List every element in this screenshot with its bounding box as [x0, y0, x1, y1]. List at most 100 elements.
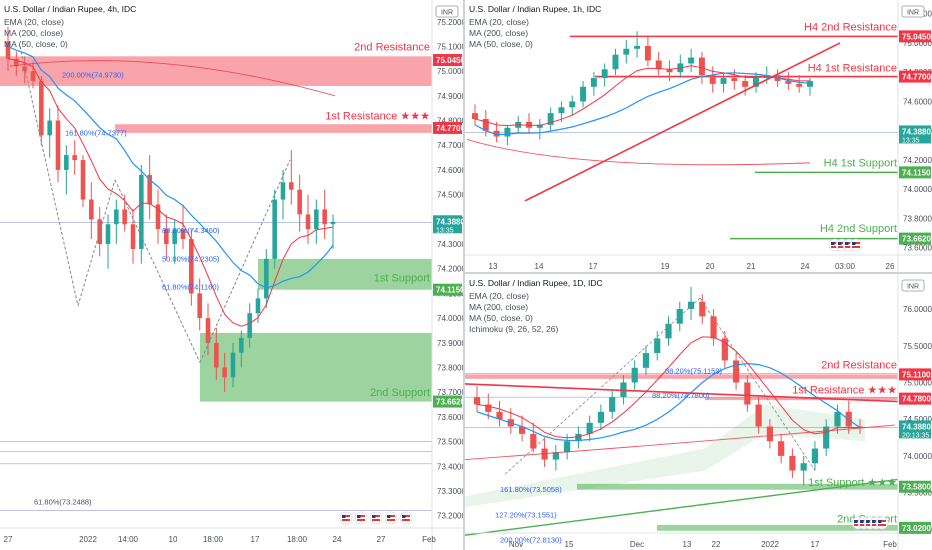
candle-body	[564, 441, 571, 453]
price-tag	[899, 166, 931, 179]
candle-body	[14, 58, 19, 67]
time-tick-label: 13	[683, 540, 692, 549]
candle-body	[530, 433, 537, 449]
chart-left-svg[interactable]: 75.2000 75.1000 75.0000 74.9000 74.8000 74.70…	[0, 0, 463, 550]
chart-panel-bottom-right[interactable]: 76.0000 75.5000 75.0000 74.5000 74.0000 73.50…	[465, 274, 932, 550]
time-tick-label: 03:00	[835, 262, 856, 271]
candle-body	[272, 199, 277, 259]
ma50-line	[474, 72, 811, 136]
last-price-tag	[899, 125, 931, 144]
price-tick-label: 74.9000	[437, 92, 463, 101]
time-tick-label: 17	[251, 535, 260, 544]
flag-stripe	[872, 520, 880, 522]
us-flag-icon	[369, 511, 383, 525]
price-tick-label: 73.8000	[903, 214, 932, 223]
price-tick-label: 73.6000	[903, 244, 932, 253]
candle-body	[330, 221, 336, 225]
candle-body	[189, 239, 194, 294]
candle-body	[289, 182, 294, 190]
candle-body	[155, 204, 161, 230]
time-tick-label: Dec	[630, 540, 644, 549]
candle-body	[699, 301, 706, 317]
trend-line	[114, 179, 201, 363]
candle-body	[264, 258, 269, 299]
candle-body	[590, 78, 597, 87]
price-tag-label: 75.0450	[902, 32, 931, 41]
candle-body	[655, 60, 662, 70]
candle-body	[197, 293, 202, 319]
us-flag-icon	[339, 511, 353, 525]
indicator-legend: EMA (20, close)	[469, 17, 529, 27]
candle-body	[297, 189, 302, 215]
flag-stripe	[866, 524, 874, 526]
time-tick-label: 26	[886, 262, 895, 271]
candle-body	[130, 224, 136, 249]
flag-stripe	[838, 246, 846, 248]
candle-body	[547, 113, 554, 125]
candle-body	[586, 422, 593, 434]
time-tick-label: 22	[712, 540, 721, 549]
us-flag-icon	[399, 511, 413, 525]
flag-canton	[372, 515, 376, 518]
price-tick-label: 73.5000	[903, 489, 932, 498]
level-zone	[657, 524, 898, 531]
flag-stripe	[878, 520, 886, 522]
ma200-line	[466, 139, 811, 166]
price-tick-label: 74.6000	[903, 97, 932, 106]
candle-body	[823, 426, 830, 449]
ichimoku-cloud	[465, 404, 865, 508]
price-tick-label: 73.4000	[437, 462, 463, 471]
price-tick-label: 75.5000	[903, 342, 932, 351]
trend-line	[77, 179, 116, 306]
candle-body	[482, 118, 489, 131]
time-tick-label: 10	[169, 535, 178, 544]
fib-label: 88.20%(74.3460)	[162, 226, 220, 235]
candle-body	[601, 69, 608, 79]
level-zone	[577, 483, 898, 490]
flag-canton	[845, 242, 849, 245]
price-tick-label: 74.8000	[437, 117, 463, 126]
flag-canton	[854, 520, 858, 523]
indicator-legend: MA (50, close, 0)	[469, 313, 533, 323]
price-tick-label: 73.9000	[437, 339, 463, 348]
candle-body	[710, 316, 717, 339]
fib-label: 38.20%(75.1159)	[665, 367, 722, 376]
candle-body	[205, 318, 211, 343]
candle-body	[580, 86, 587, 102]
trend-line	[465, 383, 899, 403]
candle-body	[255, 298, 261, 314]
candle-body	[280, 182, 286, 200]
chart-panel-left[interactable]: 75.2000 75.1000 75.0000 74.9000 74.8000 74.70…	[0, 0, 463, 550]
time-tick-label: 2022	[79, 535, 97, 544]
chart-bottom-right-svg[interactable]: 76.0000 75.5000 75.0000 74.5000 74.0000 73.50…	[465, 274, 932, 550]
candle-body	[744, 382, 751, 405]
time-tick-label: 24	[333, 535, 342, 544]
chart-top-right-svg[interactable]: 75.200075.000074.800074.600074.400074.20…	[465, 0, 932, 272]
candle-body	[742, 80, 749, 87]
price-tag-label: 75.0450	[436, 56, 463, 65]
candle-body	[47, 120, 52, 136]
flag-canton	[866, 520, 870, 523]
flag-canton	[860, 520, 864, 523]
time-tick-label: 21	[747, 262, 756, 271]
trend-line	[524, 42, 841, 202]
time-tick-label: 27	[4, 535, 13, 544]
price-tag	[899, 70, 931, 83]
candle-body	[789, 455, 796, 471]
candle-body	[609, 397, 616, 412]
chart-panel-top-right[interactable]: 75.200075.000074.800074.600074.400074.20…	[465, 0, 932, 272]
candle-body	[496, 411, 503, 420]
trend-line	[504, 297, 701, 475]
panel-divider-vertical[interactable]	[463, 0, 465, 550]
level-label: H4 2nd Resistance	[804, 21, 897, 33]
candle-body	[834, 411, 841, 427]
panel-divider-horizontal[interactable]	[465, 272, 932, 274]
price-tick-label: 75.2000	[437, 18, 463, 27]
chart-background	[465, 274, 932, 550]
flag-stripe	[872, 524, 880, 526]
candle-body	[552, 452, 559, 460]
candle-body	[752, 78, 759, 87]
candle-body	[122, 209, 127, 225]
candle-body	[314, 209, 319, 230]
price-tick-label: 73.7000	[437, 388, 463, 397]
